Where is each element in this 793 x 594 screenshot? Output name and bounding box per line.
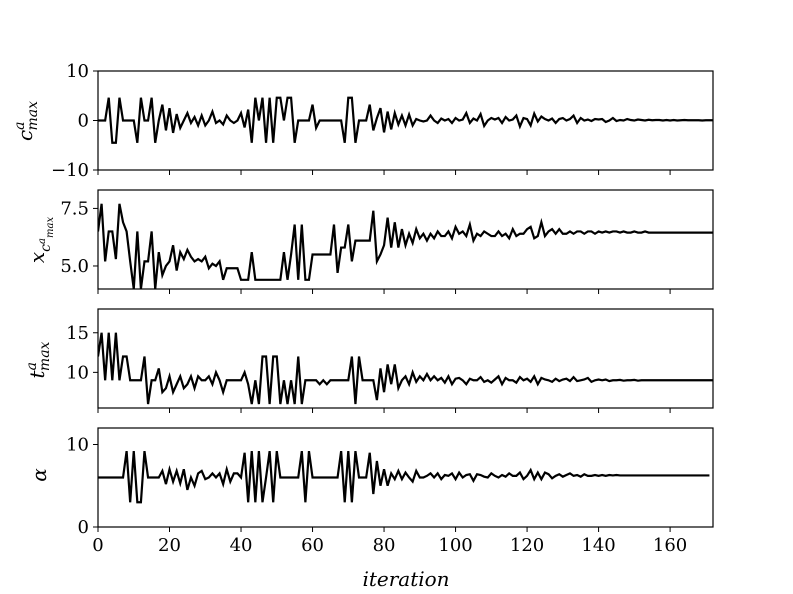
y-axis-label: xcamax	[25, 217, 56, 264]
y-tick-label: 15	[66, 323, 89, 344]
y-tick-label: 0	[78, 517, 89, 538]
y-axis-label: α	[27, 468, 51, 482]
y-tick-label: −10	[51, 160, 89, 181]
y-tick-label: 7.5	[60, 198, 89, 219]
x-tick-label: 160	[653, 535, 687, 556]
x-tick-label: 100	[438, 535, 472, 556]
y-tick-label: 0	[78, 111, 89, 132]
y-tick-label: 10	[66, 61, 89, 82]
axes-frame	[97, 308, 714, 409]
y-tick-label: 10	[66, 435, 89, 456]
subplot-1: −10 0 10 camax	[12, 61, 714, 181]
x-tick-label: 40	[230, 535, 253, 556]
series-line	[98, 96, 713, 144]
subplot-4: 0 20 40 60 80 100 120 140 160 0 10 α	[27, 427, 714, 556]
y-axis-label: tamax	[24, 341, 53, 378]
y-tick-label: 5.0	[60, 256, 89, 277]
x-tick-label: 60	[301, 535, 324, 556]
x-tick-label: 120	[510, 535, 544, 556]
axes-frame	[97, 427, 714, 528]
axes-frame	[97, 189, 714, 290]
x-tick-label: 80	[373, 535, 396, 556]
series-line	[98, 332, 713, 405]
series-line	[98, 450, 710, 504]
x-tick-label: 20	[158, 535, 181, 556]
y-axis-label: camax	[12, 101, 41, 141]
x-tick-label: 140	[581, 535, 615, 556]
series-line	[98, 203, 713, 289]
subplot-3: 10 15 tamax	[24, 308, 714, 413]
x-tick-label: 0	[92, 535, 103, 556]
x-axis-label: iteration	[362, 567, 449, 591]
y-tick-label: 10	[66, 362, 89, 383]
